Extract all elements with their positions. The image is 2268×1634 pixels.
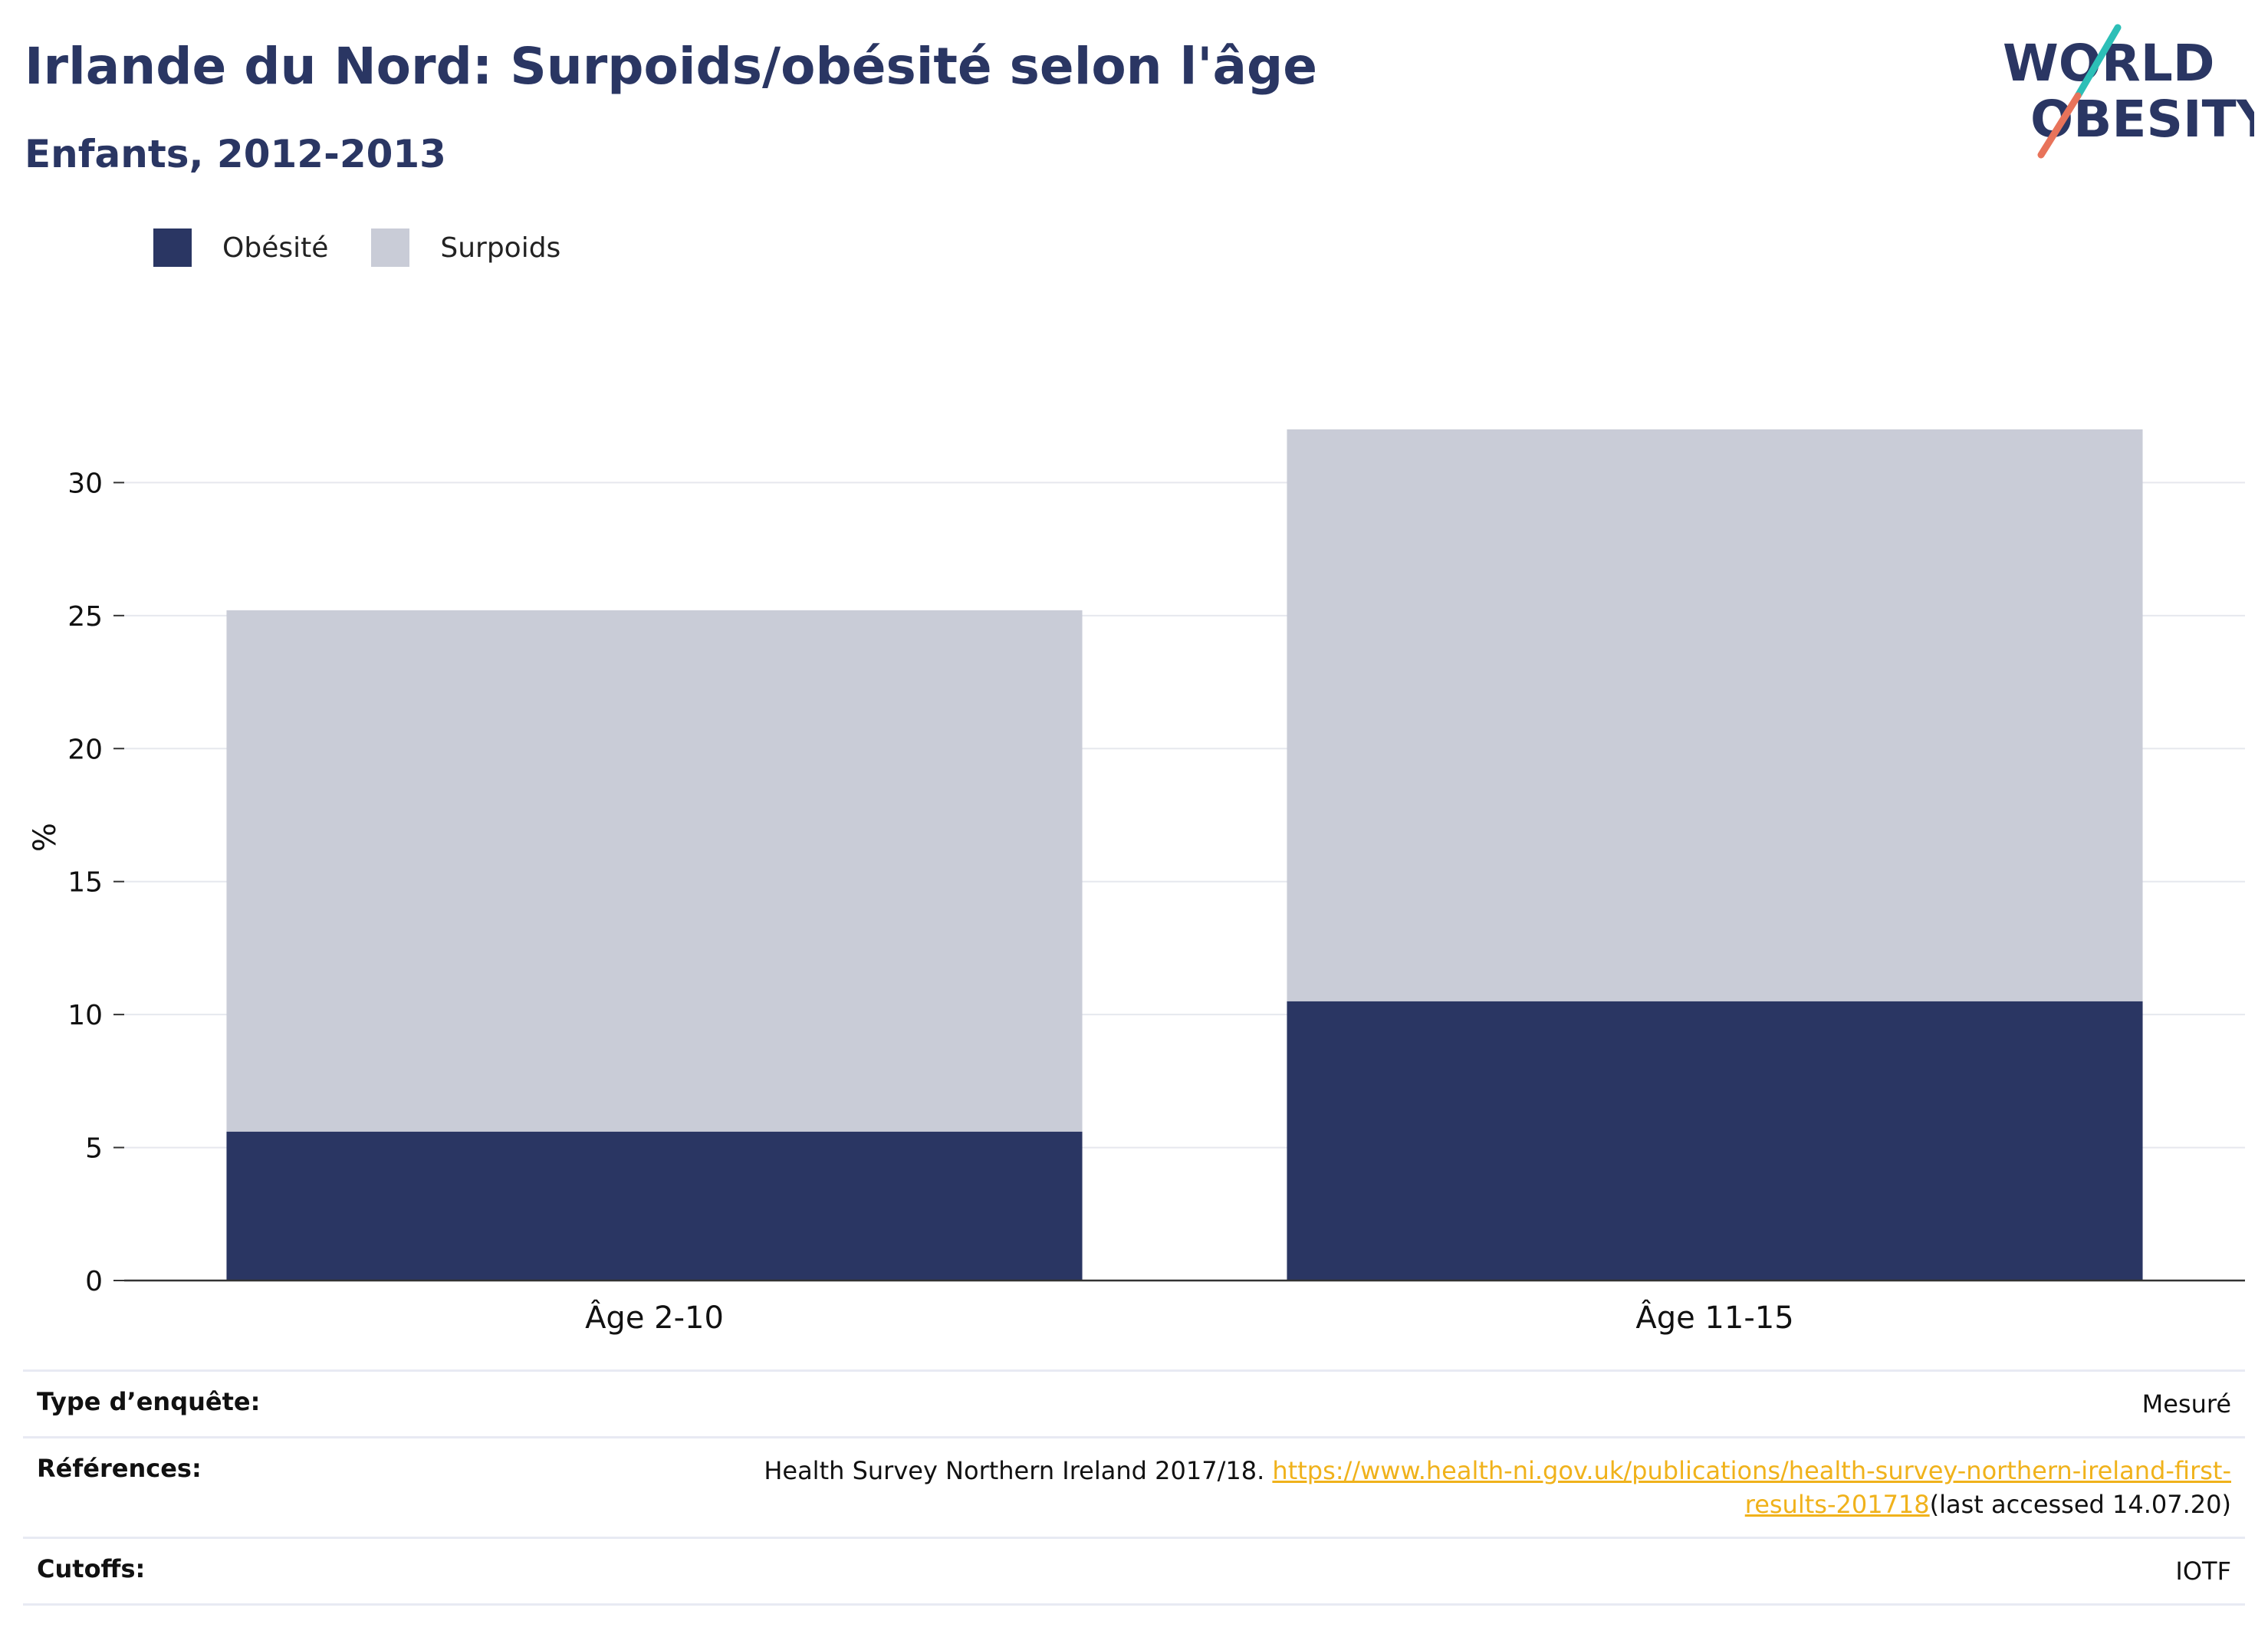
legend-swatch-obesite	[153, 228, 192, 267]
bar-chart: 0 5 10 15 20 25 30 Âge 2-10 Âge 11-15 %	[28, 429, 2245, 1336]
legend-swatch-surpoids	[371, 228, 410, 267]
axes: 0 5 10 15 20 25 30 Âge 2-10 Âge 11-15	[67, 468, 2245, 1336]
world-obesity-logo: WORLD OBESITY	[2003, 24, 2254, 159]
cutoffs-value: IOTF	[2175, 1557, 2231, 1586]
logo-slash-bottom	[2037, 92, 2082, 159]
legend-label-surpoids: Surpoids	[440, 232, 561, 264]
info-table: Type d’enquête: Mesuré Références: Healt…	[23, 1369, 2245, 1606]
survey-type-value: Mesuré	[2141, 1389, 2231, 1419]
references-label: Références:	[37, 1454, 202, 1483]
references-accessed: (last accessed 14.07.20)	[1929, 1490, 2231, 1519]
y-tick-label: 15	[67, 867, 103, 899]
references-value: Health Survey Northern Ireland 2017/18. …	[698, 1454, 2231, 1521]
references-link[interactable]: https://www.health-ni.gov.uk/publication…	[1272, 1456, 2231, 1519]
y-tick-label: 0	[85, 1266, 103, 1297]
legend-item-surpoids[interactable]: Surpoids	[371, 228, 560, 267]
y-tick-label: 5	[85, 1133, 103, 1165]
info-row-cutoffs: Cutoffs: IOTF	[23, 1537, 2245, 1606]
bar-surpoids-1[interactable]	[226, 610, 1083, 1132]
bar-ob-sit--1[interactable]	[226, 1131, 1083, 1281]
y-tick-label: 20	[67, 734, 103, 765]
x-category-label: Âge 11-15	[1635, 1299, 1793, 1336]
bar-ob-sit--2[interactable]	[1287, 1001, 2143, 1281]
y-axis-title: %	[28, 823, 63, 852]
chart-title: Irlande du Nord: Surpoids/obésité selon …	[25, 37, 1317, 96]
legend: Obésité Surpoids	[153, 228, 603, 267]
chart-subtitle: Enfants, 2012-2013	[25, 132, 446, 176]
logo-slash-top	[2074, 24, 2122, 100]
info-row-survey-type: Type d’enquête: Mesuré	[23, 1369, 2245, 1436]
references-text: Health Survey Northern Ireland 2017/18.	[764, 1456, 1273, 1485]
y-tick-label: 30	[67, 468, 103, 499]
bars	[226, 429, 2143, 1281]
logo-text-obesity: OBESITY	[2030, 90, 2254, 149]
legend-item-obesite[interactable]: Obésité	[153, 228, 328, 267]
info-row-references: Références: Health Survey Northern Irela…	[23, 1436, 2245, 1537]
cutoffs-label: Cutoffs:	[37, 1554, 146, 1583]
legend-label-obesite: Obésité	[222, 232, 329, 264]
x-category-label: Âge 2-10	[585, 1299, 724, 1336]
survey-type-label: Type d’enquête:	[37, 1387, 261, 1416]
y-tick-label: 25	[67, 601, 103, 633]
bar-surpoids-2[interactable]	[1287, 429, 2143, 1001]
y-tick-label: 10	[67, 1000, 103, 1031]
